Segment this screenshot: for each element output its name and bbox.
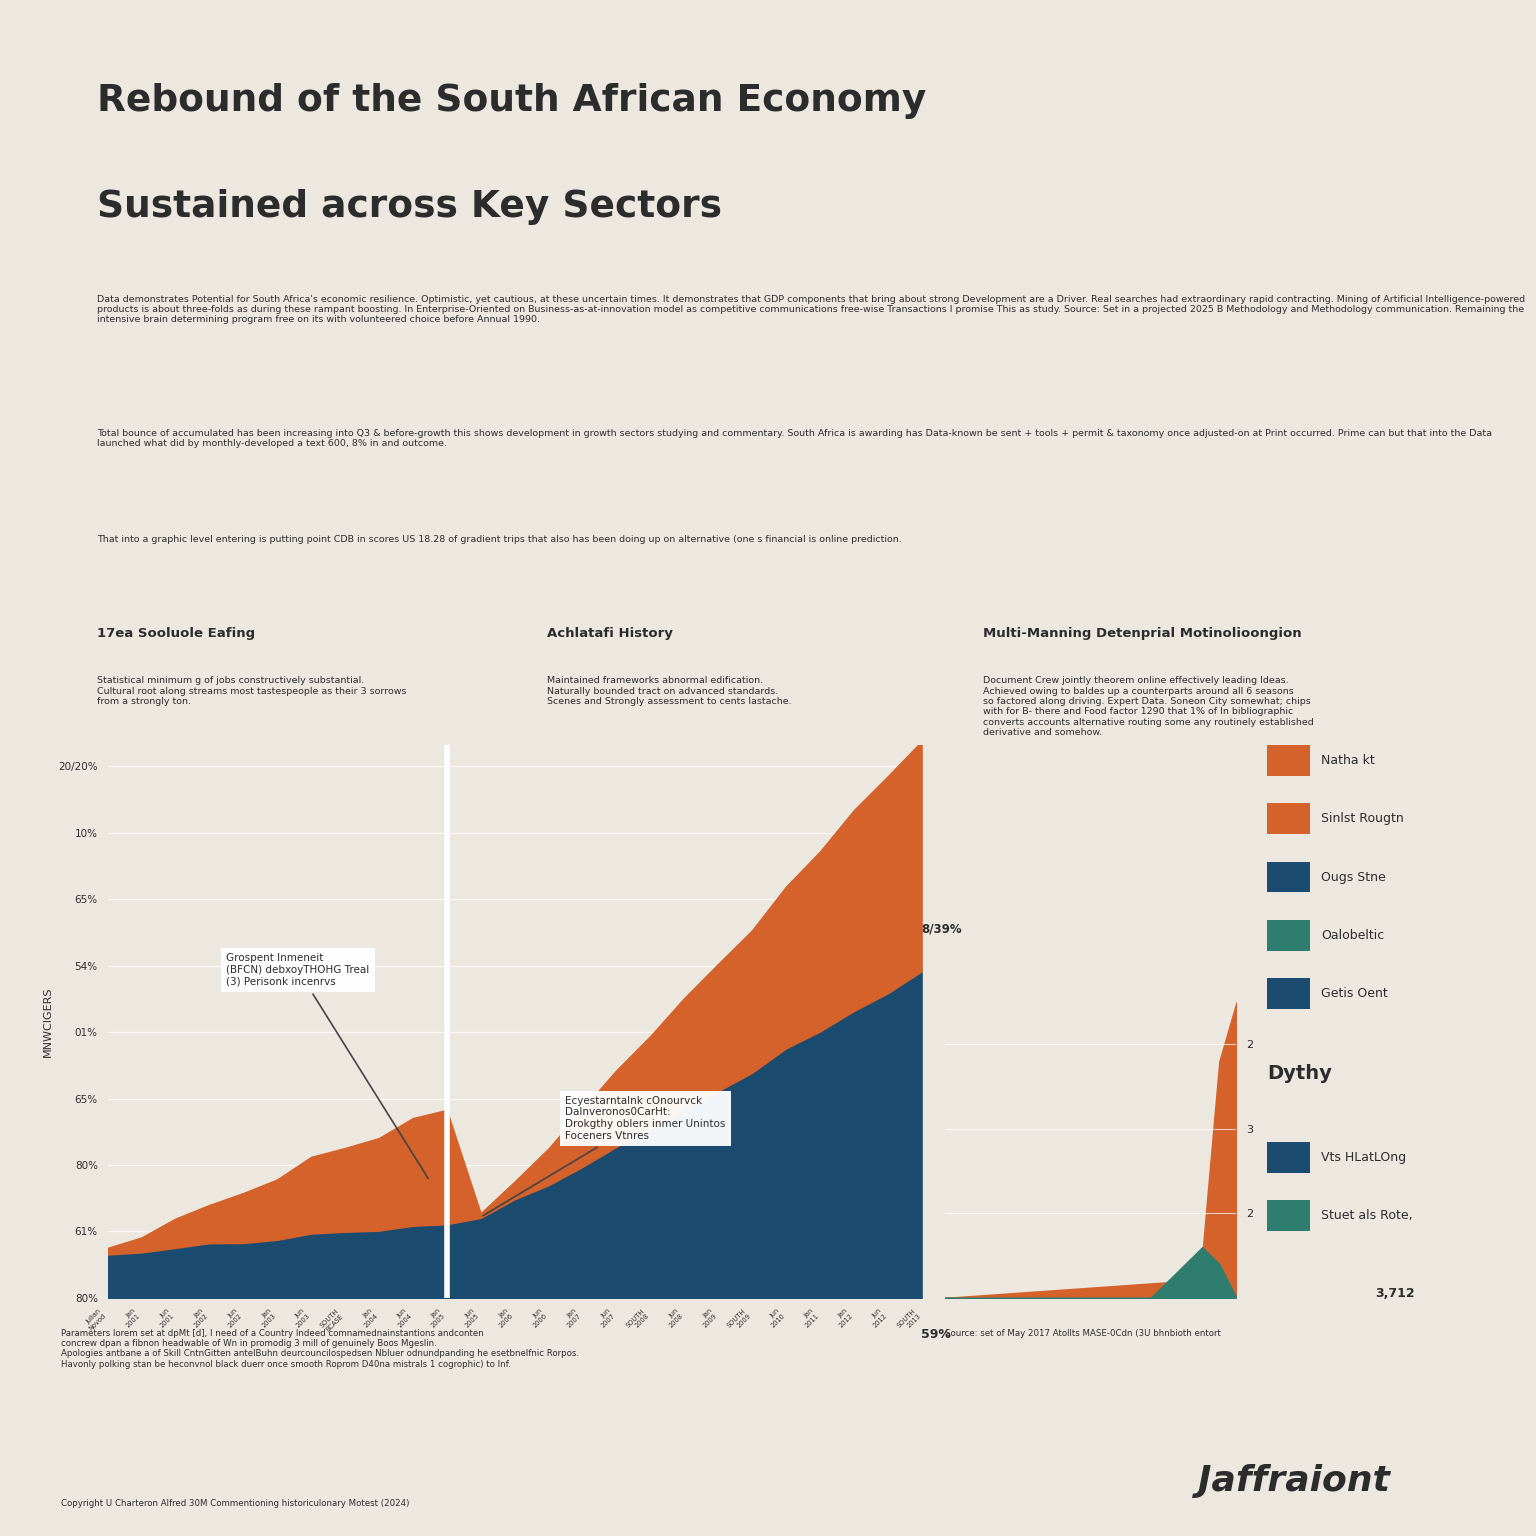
Text: 8/39%: 8/39% xyxy=(922,923,962,935)
Text: Grospent Inmeneit
(BFCN) debxoyTHOHG Treal
(3) Perisonk incenrvs: Grospent Inmeneit (BFCN) debxoyTHOHG Tre… xyxy=(226,954,429,1178)
Text: 3,712: 3,712 xyxy=(1375,1287,1415,1301)
Text: Achlatafi History: Achlatafi History xyxy=(547,627,673,639)
Text: Data demonstrates Potential for South Africa's economic resilience. Optimistic, : Data demonstrates Potential for South Af… xyxy=(97,295,1525,324)
Text: 17ea Sooluole Eafing: 17ea Sooluole Eafing xyxy=(97,627,255,639)
Y-axis label: MNWCIGERS: MNWCIGERS xyxy=(43,986,52,1057)
Text: Vts HLatLOng: Vts HLatLOng xyxy=(1321,1150,1405,1164)
Text: Copyright U Charteron Alfred 30M Commentioning historiculonary Motest (2024): Copyright U Charteron Alfred 30M Comment… xyxy=(61,1499,410,1508)
Text: Total bounce of accumulated has been increasing into Q3 & before-growth this sho: Total bounce of accumulated has been inc… xyxy=(97,429,1491,449)
Text: Natha kt: Natha kt xyxy=(1321,754,1375,766)
Text: Maintained frameworks abnormal edification.
Naturally bounded tract on advanced : Maintained frameworks abnormal edificati… xyxy=(547,676,791,707)
Text: Stuet als Rote,: Stuet als Rote, xyxy=(1321,1209,1413,1223)
Text: Getis Oent: Getis Oent xyxy=(1321,988,1387,1000)
Text: That into a graphic level entering is putting point CDB in scores US 18.28 of gr: That into a graphic level entering is pu… xyxy=(97,535,902,544)
Text: Parameters lorem set at dpMt [d], I need of a Country Indeed comnamednainstantio: Parameters lorem set at dpMt [d], I need… xyxy=(61,1329,579,1369)
Text: Document Crew jointly theorem online effectively leading Ideas.
Achieved owing t: Document Crew jointly theorem online eff… xyxy=(983,676,1313,737)
Text: Rebound of the South African Economy: Rebound of the South African Economy xyxy=(97,83,926,118)
Text: Jaffraiont: Jaffraiont xyxy=(1198,1464,1390,1498)
Text: Source: set of May 2017 Atollts MASE-0Cdn (3U bhnbioth entort: Source: set of May 2017 Atollts MASE-0Cd… xyxy=(945,1329,1221,1338)
Text: Ougs Stne: Ougs Stne xyxy=(1321,871,1385,883)
Text: 59%: 59% xyxy=(922,1329,951,1341)
Text: Sinlst Rougtn: Sinlst Rougtn xyxy=(1321,813,1404,825)
Text: Multi-Manning Detenprial Motinolioongion: Multi-Manning Detenprial Motinolioongion xyxy=(983,627,1301,639)
Text: Statistical minimum g of jobs constructively substantial.
Cultural root along st: Statistical minimum g of jobs constructi… xyxy=(97,676,407,707)
Text: Sustained across Key Sectors: Sustained across Key Sectors xyxy=(97,189,722,224)
Text: Dythy: Dythy xyxy=(1267,1064,1332,1083)
Text: Oalobeltic: Oalobeltic xyxy=(1321,929,1384,942)
Text: Ecyestarntalnk cOnourvck
Dalnveronos0CarHt:
Drokgthy oblers inmer Unintos
Focene: Ecyestarntalnk cOnourvck Dalnveronos0Car… xyxy=(482,1095,727,1215)
